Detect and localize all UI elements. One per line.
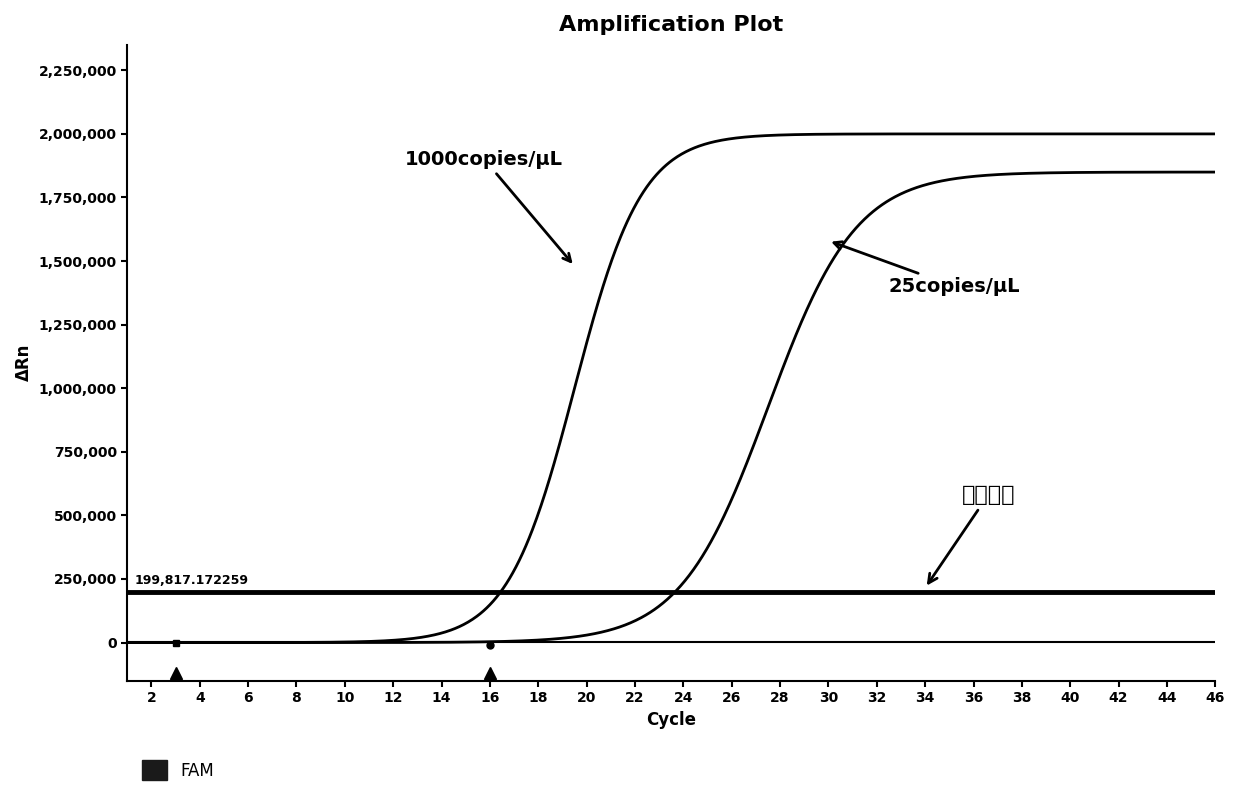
Text: 25copies/μL: 25copies/μL bbox=[835, 242, 1021, 296]
X-axis label: Cycle: Cycle bbox=[646, 711, 697, 729]
Y-axis label: ΔRn: ΔRn bbox=[15, 344, 33, 381]
Legend: FAM: FAM bbox=[135, 753, 221, 787]
Title: Amplification Plot: Amplification Plot bbox=[559, 15, 784, 35]
Text: 199,817.172259: 199,817.172259 bbox=[134, 575, 248, 587]
Text: 阴性对照: 阴性对照 bbox=[929, 485, 1014, 583]
Text: 1000copies/μL: 1000copies/μL bbox=[405, 150, 570, 262]
